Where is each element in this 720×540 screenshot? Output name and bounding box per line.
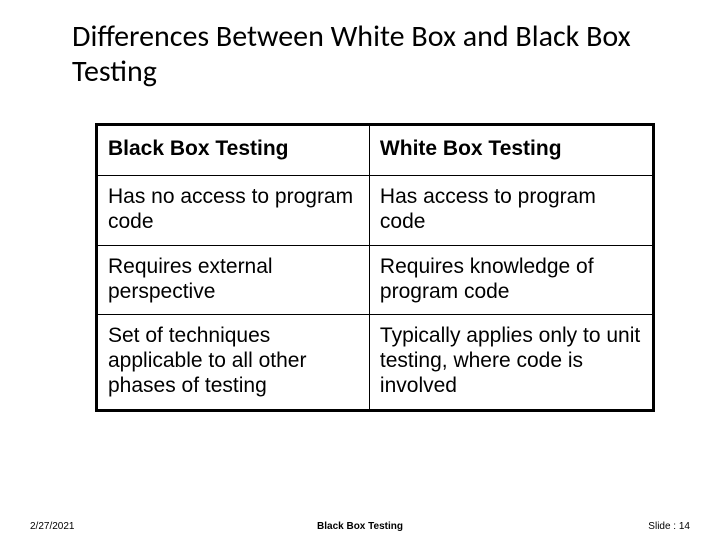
table-cell: Typically applies only to unit testing, … bbox=[369, 314, 653, 410]
table-header-row: Black Box Testing White Box Testing bbox=[97, 125, 654, 176]
table-row: Has no access to program code Has access… bbox=[97, 176, 654, 245]
footer-date: 2/27/2021 bbox=[30, 521, 250, 532]
table-header-whitebox: White Box Testing bbox=[369, 125, 653, 176]
table-row: Set of techniques applicable to all othe… bbox=[97, 314, 654, 410]
table-wrapper: Black Box Testing White Box Testing Has … bbox=[0, 123, 720, 412]
comparison-table: Black Box Testing White Box Testing Has … bbox=[95, 123, 655, 412]
footer-slide-number: Slide : 14 bbox=[470, 521, 690, 532]
table-cell: Requires external perspective bbox=[97, 245, 370, 314]
table-cell: Set of techniques applicable to all othe… bbox=[97, 314, 370, 410]
table-cell: Has access to program code bbox=[369, 176, 653, 245]
table-cell: Requires knowledge of program code bbox=[369, 245, 653, 314]
table-cell: Has no access to program code bbox=[97, 176, 370, 245]
table-row: Requires external perspective Requires k… bbox=[97, 245, 654, 314]
slide-footer: 2/27/2021 Black Box Testing Slide : 14 bbox=[0, 521, 720, 532]
slide-title: Differences Between White Box and Black … bbox=[0, 20, 720, 89]
footer-center: Black Box Testing bbox=[250, 521, 470, 532]
slide: Differences Between White Box and Black … bbox=[0, 0, 720, 540]
table-header-blackbox: Black Box Testing bbox=[97, 125, 370, 176]
